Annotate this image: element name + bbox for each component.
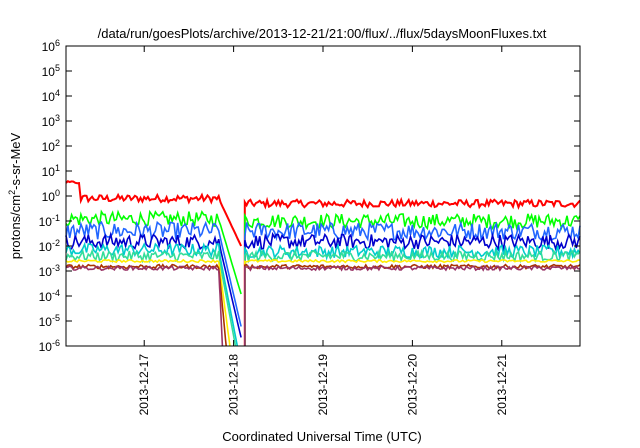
x-tick-label: 2013-12-20: [405, 354, 419, 416]
series-line: [65, 248, 237, 347]
x-tick-label: 2013-12-18: [227, 354, 241, 416]
series-line: [244, 263, 581, 346]
y-axis-label-superscript: 2: [7, 190, 17, 195]
series-line: [65, 263, 227, 347]
series-line: [65, 241, 239, 347]
y-axis-label: protons/cm2-s-sr-MeV: [7, 132, 23, 259]
y-axis: 10-6 10-5 10-4 10-3 10-2 10-1 100 101 102 103 104 1…: [39, 38, 580, 354]
y-tick-label: 10-6: [39, 338, 60, 354]
y-tick-label: 10-4: [39, 288, 60, 304]
y-axis-label-prefix: protons/cm: [8, 195, 23, 259]
series-line: [244, 231, 581, 346]
y-tick-label: 10-1: [39, 213, 60, 229]
series-line: [65, 258, 231, 347]
series-line: [65, 180, 243, 247]
series-line: [65, 265, 224, 347]
series-line: [65, 231, 242, 338]
y-tick-label: 102: [42, 138, 60, 154]
y-tick-label: 10-2: [39, 238, 60, 254]
y-tick-label: 104: [42, 88, 60, 104]
plot-frame: [65, 45, 581, 347]
series-line: [244, 220, 581, 346]
plot-area: [65, 180, 581, 347]
y-tick-label: 100: [42, 188, 60, 204]
y-axis-label-suffix: -s-sr-MeV: [8, 132, 23, 189]
y-tick-label: 10-5: [39, 313, 60, 329]
y-tick-label: 101: [42, 163, 60, 179]
x-tick-label: 2013-12-17: [137, 354, 151, 416]
x-axis: 2013-12-17 2013-12-18 2013-12-19 2013-12-20…: [137, 46, 509, 415]
y-tick-label: 105: [42, 63, 60, 79]
series-line: [244, 258, 581, 346]
series-line: [65, 209, 242, 295]
series-line: [243, 196, 581, 346]
y-tick-label: 106: [42, 38, 60, 54]
chart-title: /data/run/goesPlots/archive/2013-12-21/2…: [98, 26, 547, 41]
series-line: [244, 264, 581, 346]
y-tick-label: 103: [42, 113, 60, 129]
series-line: [244, 248, 581, 346]
x-axis-label: Coordinated Universal Time (UTC): [222, 429, 421, 444]
x-tick-label: 2013-12-21: [495, 354, 509, 416]
x-tick-label: 2013-12-19: [316, 354, 330, 416]
y-tick-label: 10-3: [39, 263, 60, 279]
